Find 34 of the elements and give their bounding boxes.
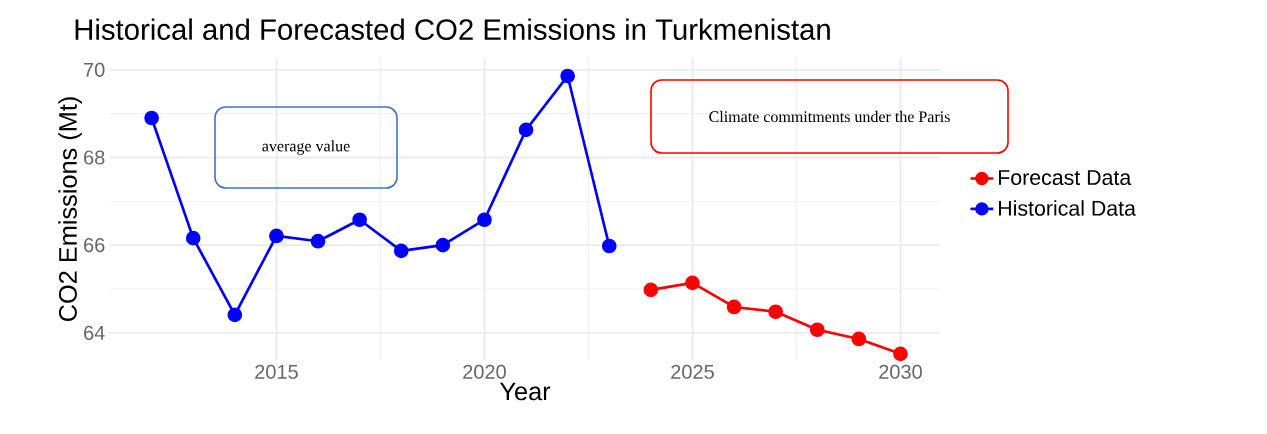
x-tick-label: 2015 bbox=[255, 364, 298, 379]
point bbox=[393, 243, 409, 259]
legend-label: Historical Data bbox=[999, 200, 1136, 216]
point bbox=[685, 275, 700, 291]
annotation: average value bbox=[262, 140, 350, 155]
point bbox=[643, 282, 659, 298]
point bbox=[269, 228, 284, 244]
point bbox=[435, 237, 451, 253]
point bbox=[768, 304, 784, 320]
y-tick-label: 70 bbox=[84, 62, 105, 77]
point bbox=[227, 307, 243, 323]
y-axis-title: CO2 Emissions (Mt) bbox=[58, 97, 82, 322]
x-axis-title: Year bbox=[499, 382, 551, 401]
y-tick-label: 66 bbox=[84, 238, 105, 253]
y-tick-label: 68 bbox=[84, 150, 105, 165]
legend-label: Forecast Data bbox=[999, 170, 1132, 186]
point bbox=[726, 299, 742, 315]
x-tick-label: 2030 bbox=[879, 364, 922, 379]
x-tick-label: 2025 bbox=[671, 364, 714, 379]
point bbox=[477, 212, 492, 228]
point bbox=[560, 68, 575, 84]
point bbox=[893, 346, 908, 362]
point bbox=[144, 110, 159, 126]
point bbox=[352, 212, 367, 228]
point bbox=[851, 331, 867, 347]
y-tick-label: 64 bbox=[84, 325, 105, 340]
point bbox=[185, 230, 201, 246]
point bbox=[518, 122, 534, 138]
chart-title: Historical and Forecasted CO2 Emissions in Turkmenistan bbox=[75, 18, 830, 40]
point bbox=[310, 233, 326, 249]
point bbox=[601, 238, 617, 254]
x-tick-label: 2020 bbox=[463, 364, 506, 379]
annotation: Climate commitments under the Paris bbox=[709, 110, 950, 123]
point bbox=[809, 322, 825, 338]
